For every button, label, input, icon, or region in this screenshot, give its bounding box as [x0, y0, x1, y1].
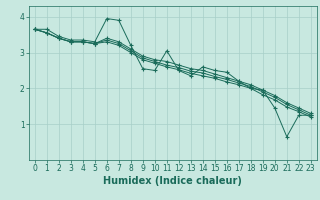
X-axis label: Humidex (Indice chaleur): Humidex (Indice chaleur): [103, 176, 242, 186]
